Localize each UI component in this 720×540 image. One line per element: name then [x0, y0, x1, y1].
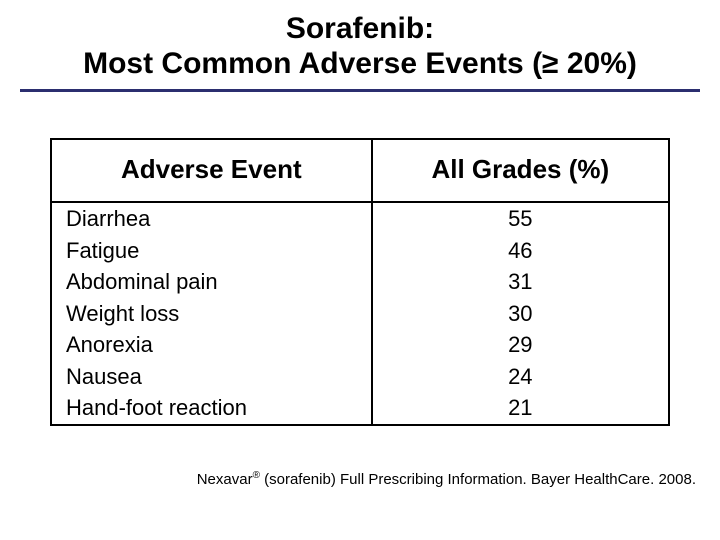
table-row: Weight loss 30	[51, 298, 669, 330]
event-cell: Fatigue	[51, 235, 372, 267]
slide: Sorafenib: Most Common Adverse Events (≥…	[0, 0, 720, 540]
col-header-event: Adverse Event	[51, 139, 372, 202]
table-row: Nausea 24	[51, 361, 669, 393]
table-row: Fatigue 46	[51, 235, 669, 267]
footnote-rest: (sorafenib) Full Prescribing Information…	[260, 471, 696, 488]
event-cell: Abdominal pain	[51, 266, 372, 298]
slide-title: Sorafenib: Most Common Adverse Events (≥…	[20, 12, 700, 87]
event-cell: Nausea	[51, 361, 372, 393]
value-cell: 55	[372, 202, 669, 235]
adverse-events-table-wrap: Adverse Event All Grades (%) Diarrhea 55…	[20, 138, 700, 426]
registered-symbol: ®	[253, 470, 260, 481]
value-cell: 46	[372, 235, 669, 267]
event-cell: Weight loss	[51, 298, 372, 330]
event-cell: Diarrhea	[51, 202, 372, 235]
title-line-1: Sorafenib:	[20, 12, 700, 47]
citation-footnote: Nexavar® (sorafenib) Full Prescribing In…	[197, 470, 696, 488]
footnote-brand: Nexavar	[197, 471, 253, 488]
value-cell: 30	[372, 298, 669, 330]
col-header-grades: All Grades (%)	[372, 139, 669, 202]
event-cell: Anorexia	[51, 329, 372, 361]
title-underline	[20, 89, 700, 92]
value-cell: 21	[372, 392, 669, 425]
table-row: Anorexia 29	[51, 329, 669, 361]
value-cell: 29	[372, 329, 669, 361]
event-cell: Hand-foot reaction	[51, 392, 372, 425]
adverse-events-table: Adverse Event All Grades (%) Diarrhea 55…	[50, 138, 670, 426]
title-line-2: Most Common Adverse Events (≥ 20%)	[20, 47, 700, 82]
value-cell: 24	[372, 361, 669, 393]
table-header-row: Adverse Event All Grades (%)	[51, 139, 669, 202]
table-row: Diarrhea 55	[51, 202, 669, 235]
value-cell: 31	[372, 266, 669, 298]
table-row: Abdominal pain 31	[51, 266, 669, 298]
table-row: Hand-foot reaction 21	[51, 392, 669, 425]
